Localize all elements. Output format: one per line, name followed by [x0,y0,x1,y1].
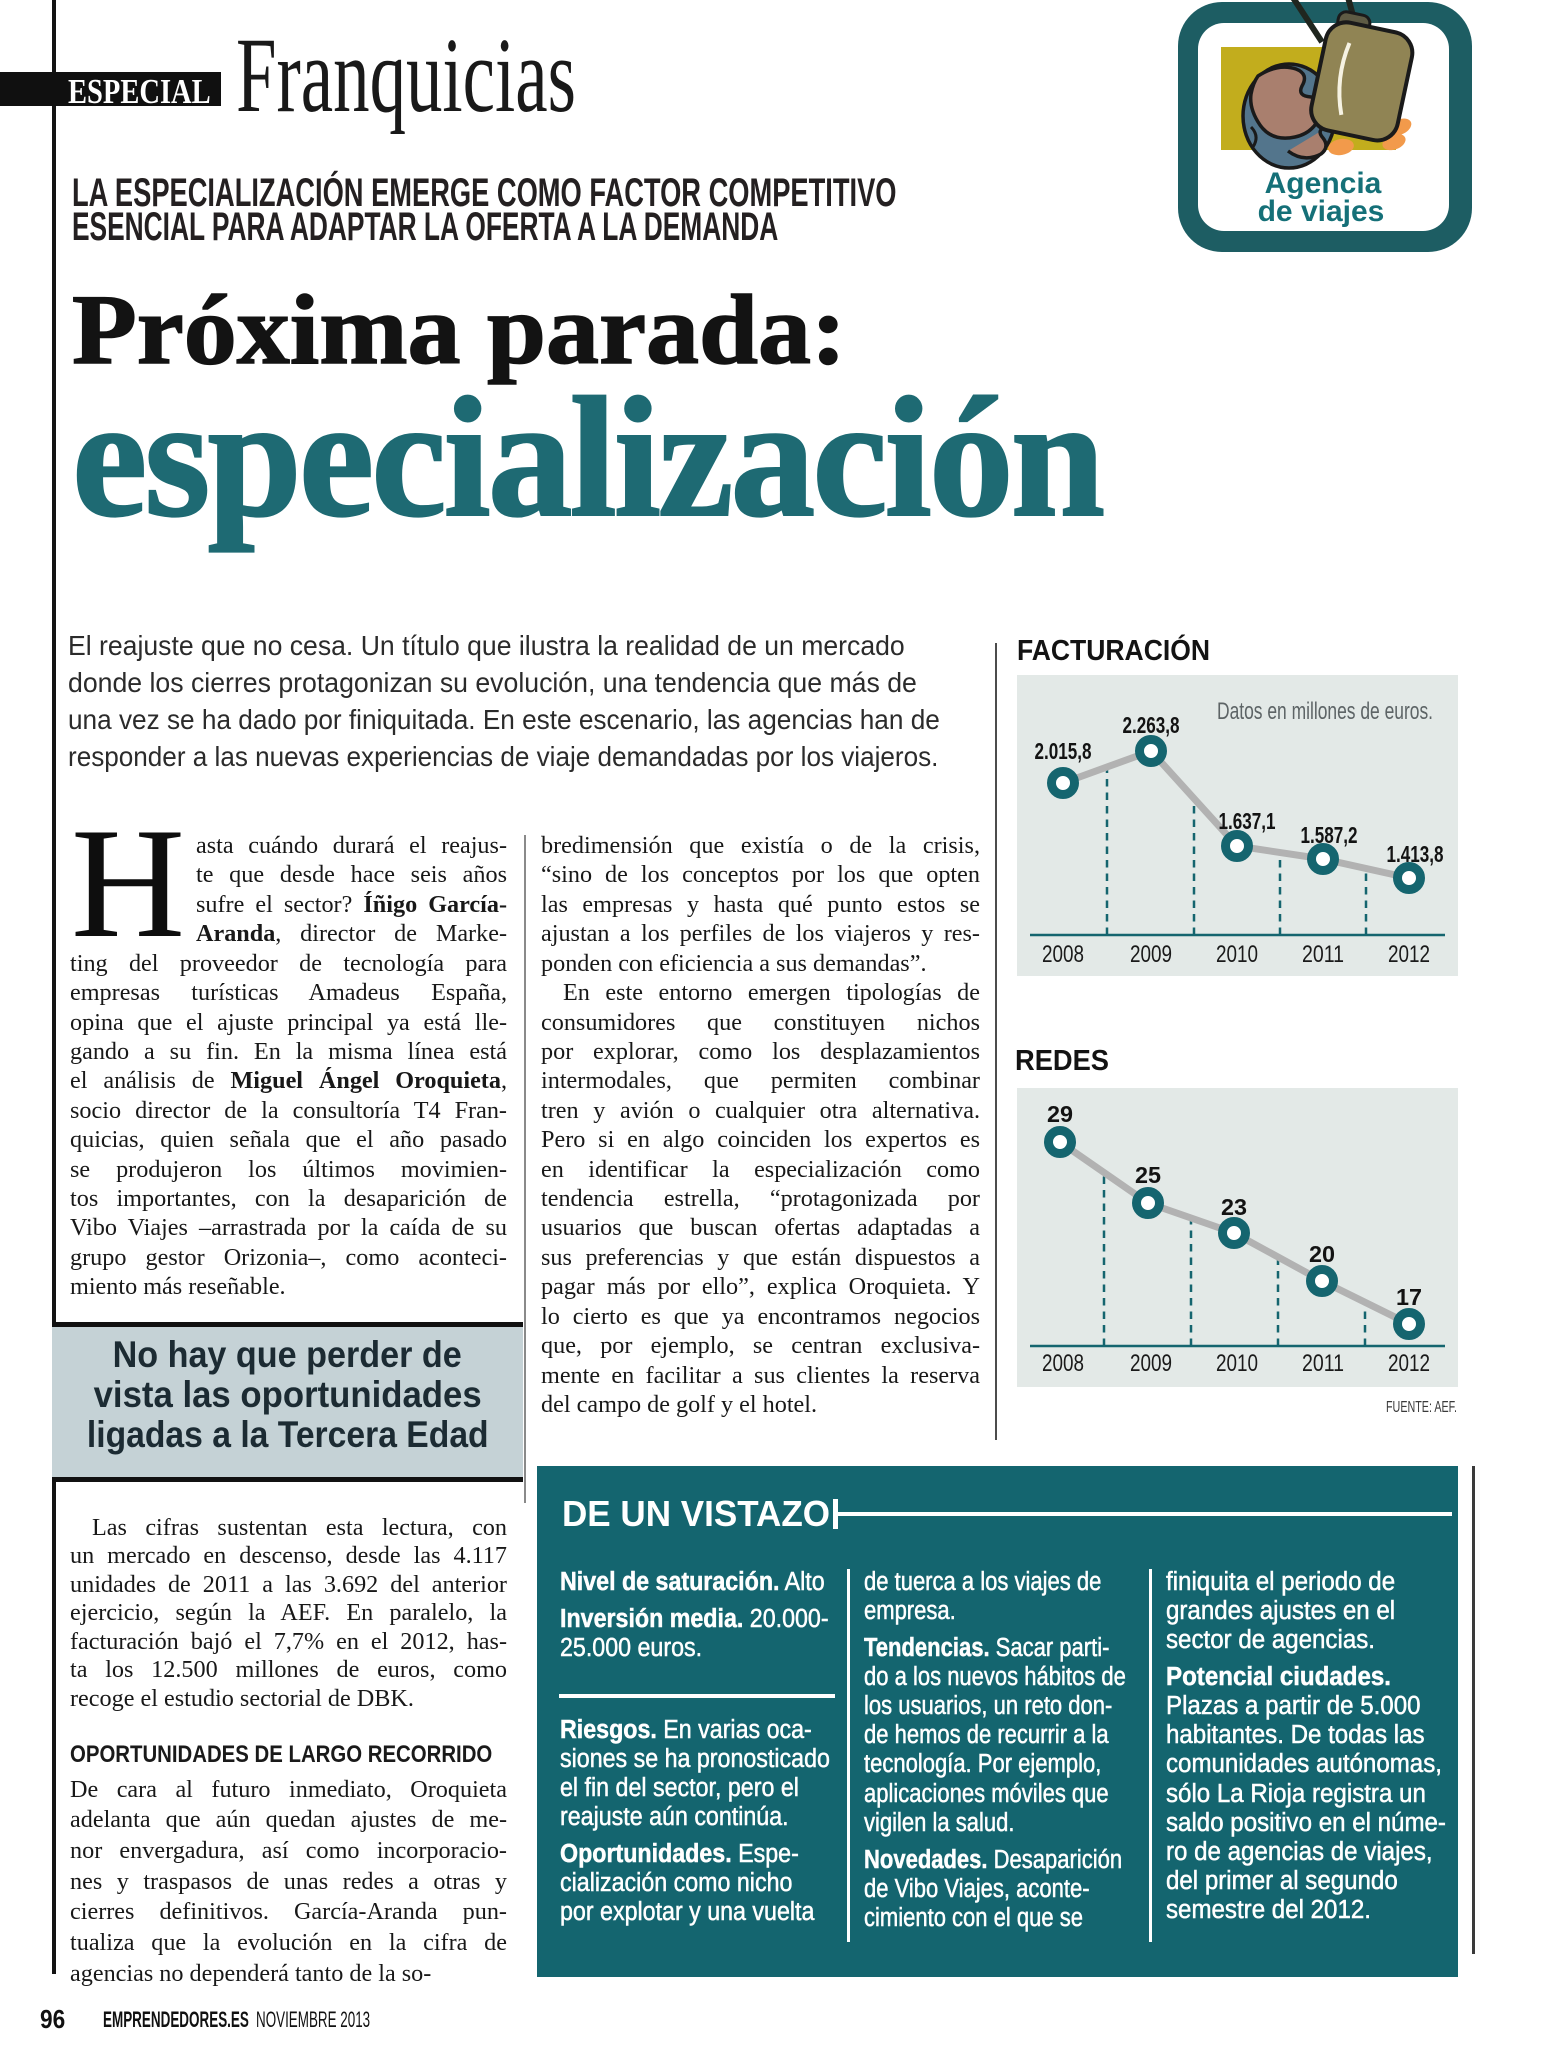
svg-text:1.637,1: 1.637,1 [1219,808,1276,834]
svg-text:de viajes: de viajes [1258,195,1385,228]
svg-text:2012: 2012 [1388,941,1430,968]
svg-text:1.587,2: 1.587,2 [1301,822,1358,848]
svg-text:2.263,8: 2.263,8 [1123,712,1180,738]
svg-text:1.413,8: 1.413,8 [1387,841,1444,867]
svg-text:2008: 2008 [1042,941,1084,968]
svg-text:17: 17 [1396,1284,1422,1310]
svg-text:29: 29 [1047,1101,1073,1127]
svg-text:FACTURACIÓN: FACTURACIÓN [1017,633,1210,667]
svg-text:20: 20 [1309,1241,1335,1267]
svg-text:25: 25 [1135,1162,1161,1188]
svg-text:2009: 2009 [1130,941,1172,968]
svg-text:23: 23 [1221,1194,1247,1220]
svg-text:REDES: REDES [1015,1045,1109,1077]
svg-text:2011: 2011 [1302,1350,1344,1377]
svg-text:2011: 2011 [1302,941,1344,968]
svg-text:2009: 2009 [1130,1350,1172,1377]
svg-text:FUENTE: AEF.: FUENTE: AEF. [1386,1399,1457,1416]
svg-text:Datos en millones de euros.: Datos en millones de euros. [1217,698,1433,725]
svg-text:Agencia: Agencia [1265,167,1382,200]
svg-text:2010: 2010 [1216,1350,1258,1377]
svg-text:2.015,8: 2.015,8 [1035,738,1092,764]
svg-text:2012: 2012 [1388,1350,1430,1377]
svg-text:2008: 2008 [1042,1350,1084,1377]
svg-text:2010: 2010 [1216,941,1258,968]
